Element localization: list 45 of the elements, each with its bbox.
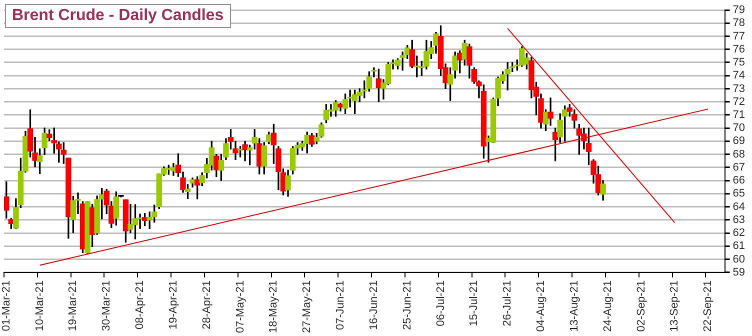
y-tick-label: 67 [732,161,746,174]
x-tick-label: 30-Mar-21 [100,280,113,332]
y-tick-label: 60 [732,253,746,266]
y-tick-label: 64 [732,200,746,213]
x-tick-label: 27-May-21 [301,280,314,333]
y-tick-label: 72 [732,96,746,108]
y-tick-label: 66 [732,174,746,187]
y-tick-label: 70 [732,122,746,134]
y-tick-label: 63 [732,214,746,226]
y-tick-label: 74 [732,70,746,82]
y-tick-label: 73 [732,82,746,95]
y-tick-label: 65 [732,188,746,200]
x-tick-label: 13-Sep-21 [668,280,681,332]
x-tick-label: 19-Apr-21 [167,280,180,330]
x-tick-label: 16-Jun-21 [368,280,380,330]
x-tick-label: 15-Jul-21 [468,280,480,326]
y-tick-label: 62 [732,227,746,240]
y-tick-label: 68 [732,148,746,160]
x-tick-label: 02-Sep-21 [635,280,648,332]
x-tick-label: 24-Aug-21 [602,280,614,332]
x-tick-label: 06-Jul-21 [434,280,447,326]
x-tick-label: 18-May-21 [268,280,280,333]
y-tick-label: 75 [732,56,746,69]
chart-title: Brent Crude - Daily Candles [5,4,231,28]
x-tick-label: 19-Mar-21 [67,280,80,332]
x-tick-label: 08-Apr-21 [134,280,146,330]
y-tick-label: 59 [732,266,746,278]
x-tick-label: 26-Jul-21 [502,280,514,326]
x-tick-label: 04-Aug-21 [535,280,548,332]
x-tick-label: 13-Aug-21 [568,280,580,332]
x-tick-label: 07-May-21 [234,280,246,333]
x-tick-label: 28-Apr-21 [200,280,213,330]
y-tick-label: 76 [732,43,746,56]
y-tick-label: 69 [732,135,746,148]
x-tick-label: 01-Mar-21 [0,280,12,332]
x-tick-label: 22-Sep-21 [702,280,714,332]
y-tick-label: 61 [732,240,746,252]
x-tick-label: 25-Jun-21 [401,280,414,330]
y-tick-label: 79 [732,4,746,16]
candlestick [548,98,554,126]
y-tick-label: 78 [732,17,746,30]
x-tick-label: 10-Mar-21 [34,280,46,332]
y-tick-label: 77 [732,30,746,42]
x-tick-label: 07-Jun-21 [334,280,347,330]
y-tick-label: 71 [732,109,746,121]
